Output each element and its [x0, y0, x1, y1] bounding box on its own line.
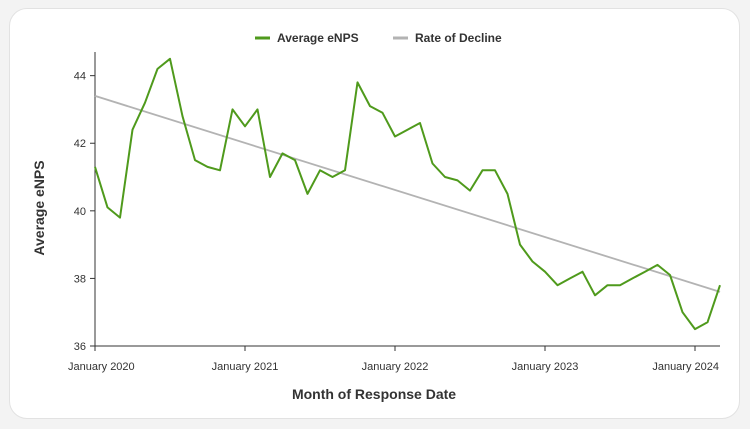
series-line-rate-of-decline [94, 95, 721, 293]
x-tick-label: January 2023 [512, 361, 579, 373]
y-tick-label: 38 [74, 273, 86, 285]
x-axis-ticks: January 2020 January 2021 January 2022 Janu… [68, 346, 719, 373]
x-axis-title: Month of Response Date [292, 386, 456, 402]
series-line-average-enps [94, 57, 721, 331]
chart-card [9, 8, 740, 419]
series-layer [94, 57, 721, 331]
legend-label-average-enps: Average eNPS [277, 31, 359, 45]
x-tick-label: January 2020 [68, 361, 135, 373]
y-axis-title: Average eNPS [31, 160, 47, 255]
x-tick-label: January 2021 [212, 361, 279, 373]
x-tick-label: January 2022 [362, 361, 429, 373]
y-tick-label: 36 [74, 341, 86, 353]
legend: Average eNPS Rate of Decline [255, 31, 502, 45]
y-tick-label: 42 [74, 138, 86, 150]
x-tick-label: January 2024 [652, 361, 719, 373]
y-tick-label: 44 [74, 71, 86, 83]
y-axis-ticks: 36 38 40 42 44 [74, 71, 95, 353]
legend-label-rate-of-decline: Rate of Decline [415, 31, 502, 45]
y-tick-label: 40 [74, 206, 86, 218]
